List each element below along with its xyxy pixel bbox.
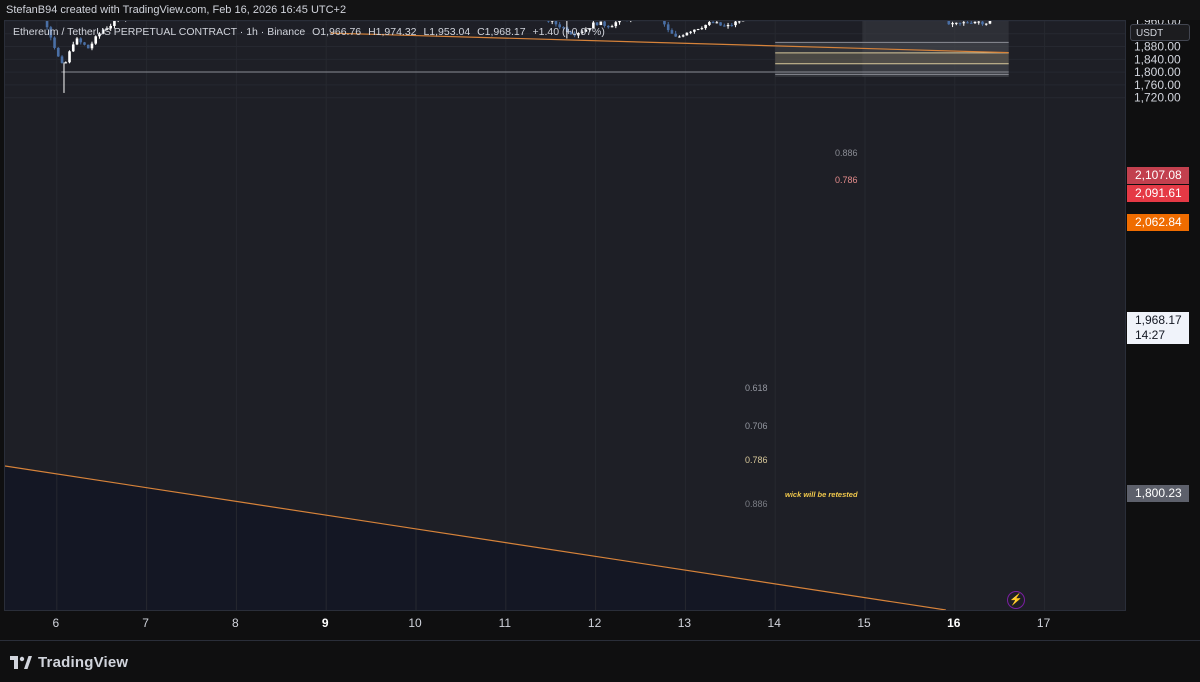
legend-change: +1.40 (+0.07%) [532, 26, 604, 38]
legend-high: H1,974.32 [368, 26, 416, 38]
time-tick-label: 15 [857, 616, 871, 630]
chart-pane[interactable]: 0.886 0.786 0.618 0.706 0.786 0.886 wick will … [4, 20, 1126, 611]
price-tag-support: 1,800.23 [1127, 485, 1189, 502]
time-tick-label: 11 [499, 616, 512, 630]
candle [87, 45, 90, 49]
price-tick-label: 1,720.00 [1134, 91, 1181, 105]
fib-label-0618: 0.618 [745, 383, 768, 393]
fib-label-0706: 0.706 [745, 421, 768, 431]
price-chart[interactable]: 0.886 0.786 0.618 0.706 0.786 0.886 wick will … [5, 21, 1125, 610]
time-tick-label: 10 [408, 616, 422, 630]
time-tick-label: 14 [768, 616, 782, 630]
time-tick-label: 9 [322, 616, 329, 630]
legend-open: O1,966.76 [312, 26, 361, 38]
candle [600, 21, 603, 25]
price-tag-zone-mid: 2,091.61 [1127, 185, 1189, 202]
currency-button[interactable]: USDT [1130, 24, 1190, 41]
legend-close: C1,968.17 [477, 26, 525, 38]
time-tick-label: 17 [1037, 616, 1051, 630]
fib-label-0886-top: 0.886 [835, 148, 858, 158]
symbol-legend: Ethereum / TetherUS PERPETUAL CONTRACT ·… [13, 26, 605, 38]
time-axis[interactable]: 6 7 8 9 10 11 12 13 14 15 16 17 [4, 611, 1126, 635]
price-tag-orange-level: 2,062.84 [1127, 214, 1189, 231]
time-tick-label: 13 [678, 616, 692, 630]
annotation-text: wick will be retested [785, 490, 858, 499]
price-tag-last: 1,968.17 14:27 [1127, 312, 1189, 344]
fib-label-0786: 0.786 [745, 455, 768, 465]
lightning-icon[interactable]: ⚡ [1007, 591, 1025, 609]
candle [719, 22, 722, 26]
time-tick-label: 7 [142, 616, 149, 630]
time-axis-labels: 6 7 8 9 10 11 12 13 14 15 16 17 [4, 611, 1126, 635]
last-price-value: 1,968.17 [1135, 313, 1189, 328]
candle [57, 47, 60, 57]
fib-label-0886: 0.886 [745, 499, 768, 509]
author-credit: StefanB94 created with TradingView.com, … [6, 4, 346, 16]
footer: TradingView [0, 640, 1200, 682]
tradingview-logo-icon [10, 656, 32, 670]
time-tick-label: 12 [588, 616, 602, 630]
time-tick-label: 16 [947, 616, 961, 630]
fib-label-0786-top: 0.786 [835, 175, 858, 185]
symbol-name: Ethereum / TetherUS PERPETUAL CONTRACT ·… [13, 26, 305, 38]
tradingview-brand: TradingView [10, 654, 128, 671]
bar-countdown: 14:27 [1135, 328, 1189, 343]
time-tick-label: 8 [232, 616, 239, 630]
top-bar: StefanB94 created with TradingView.com, … [0, 0, 1200, 20]
candle [686, 32, 689, 35]
legend-low: L1,953.04 [423, 26, 470, 38]
candle [53, 36, 56, 49]
candle [68, 50, 71, 63]
brand-name: TradingView [38, 654, 128, 671]
price-tag-upper-zone: 2,107.08 [1127, 167, 1189, 184]
time-tick-label: 6 [52, 616, 59, 630]
golden-pocket-box [775, 53, 1008, 64]
